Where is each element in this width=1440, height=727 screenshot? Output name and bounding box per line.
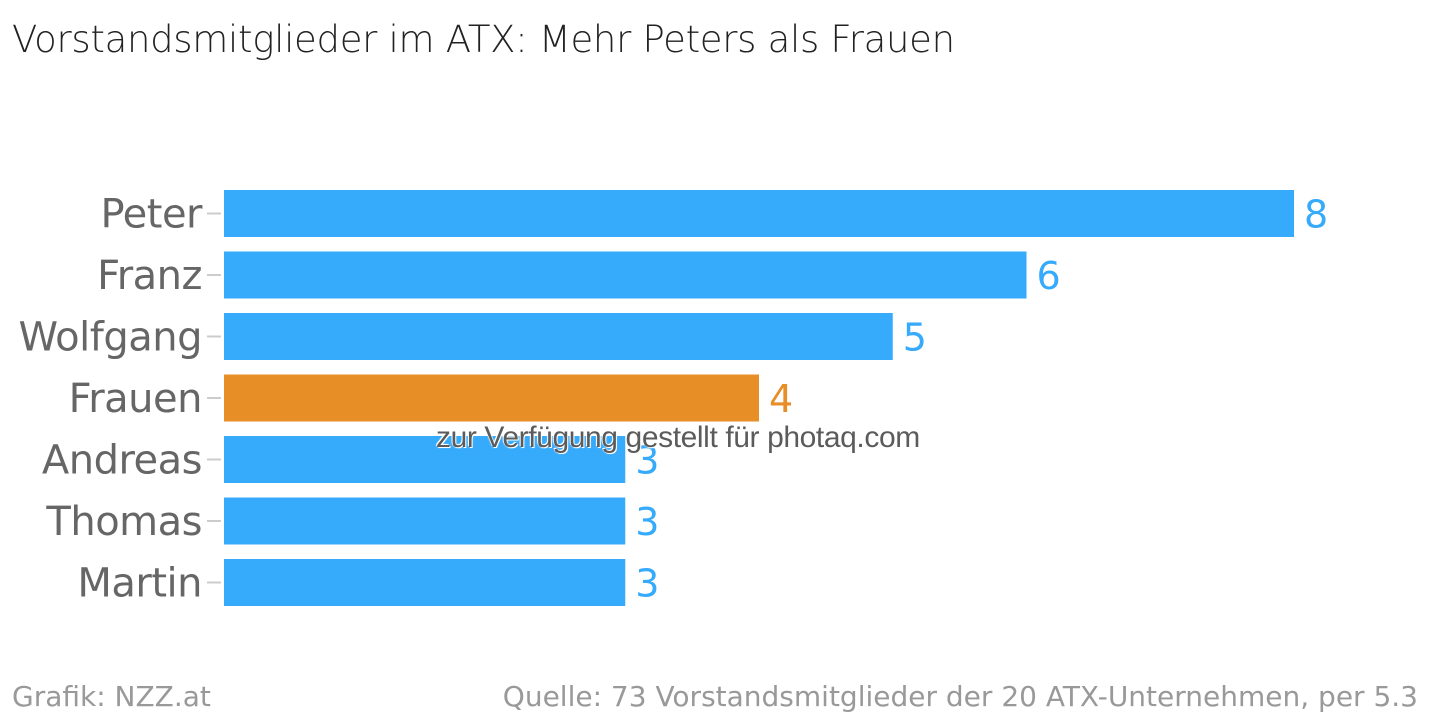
bar-martin bbox=[224, 559, 626, 606]
bar-thomas bbox=[224, 497, 626, 545]
chart-title: Vorstandsmitglieder im ATX: Mehr Peters … bbox=[12, 18, 955, 61]
category-label-andreas: Andreas bbox=[42, 438, 202, 484]
value-label-franz: 6 bbox=[1037, 254, 1061, 298]
value-label-frauen: 4 bbox=[769, 377, 793, 421]
bar-peter bbox=[224, 190, 1294, 237]
bar-andreas bbox=[224, 436, 626, 483]
bar-wolfgang bbox=[224, 313, 893, 360]
bar-franz bbox=[224, 251, 1027, 299]
category-label-frauen: Frauen bbox=[69, 376, 202, 422]
value-label-peter: 8 bbox=[1304, 193, 1328, 237]
category-label-thomas: Thomas bbox=[45, 499, 202, 545]
category-label-wolfgang: Wolfgang bbox=[18, 315, 202, 361]
category-label-franz: Franz bbox=[97, 253, 202, 299]
category-label-peter: Peter bbox=[100, 192, 203, 238]
footer-source: Quelle: 73 Vorstandsmitglieder der 20 AT… bbox=[502, 680, 1418, 713]
value-label-wolfgang: 5 bbox=[903, 316, 927, 360]
value-label-martin: 3 bbox=[635, 562, 659, 606]
bar-frauen bbox=[224, 374, 759, 422]
footer-credit: Grafik: NZZ.at bbox=[12, 680, 211, 713]
value-label-andreas: 3 bbox=[635, 439, 659, 483]
category-label-martin: Martin bbox=[77, 561, 202, 607]
value-label-thomas: 3 bbox=[635, 500, 659, 544]
